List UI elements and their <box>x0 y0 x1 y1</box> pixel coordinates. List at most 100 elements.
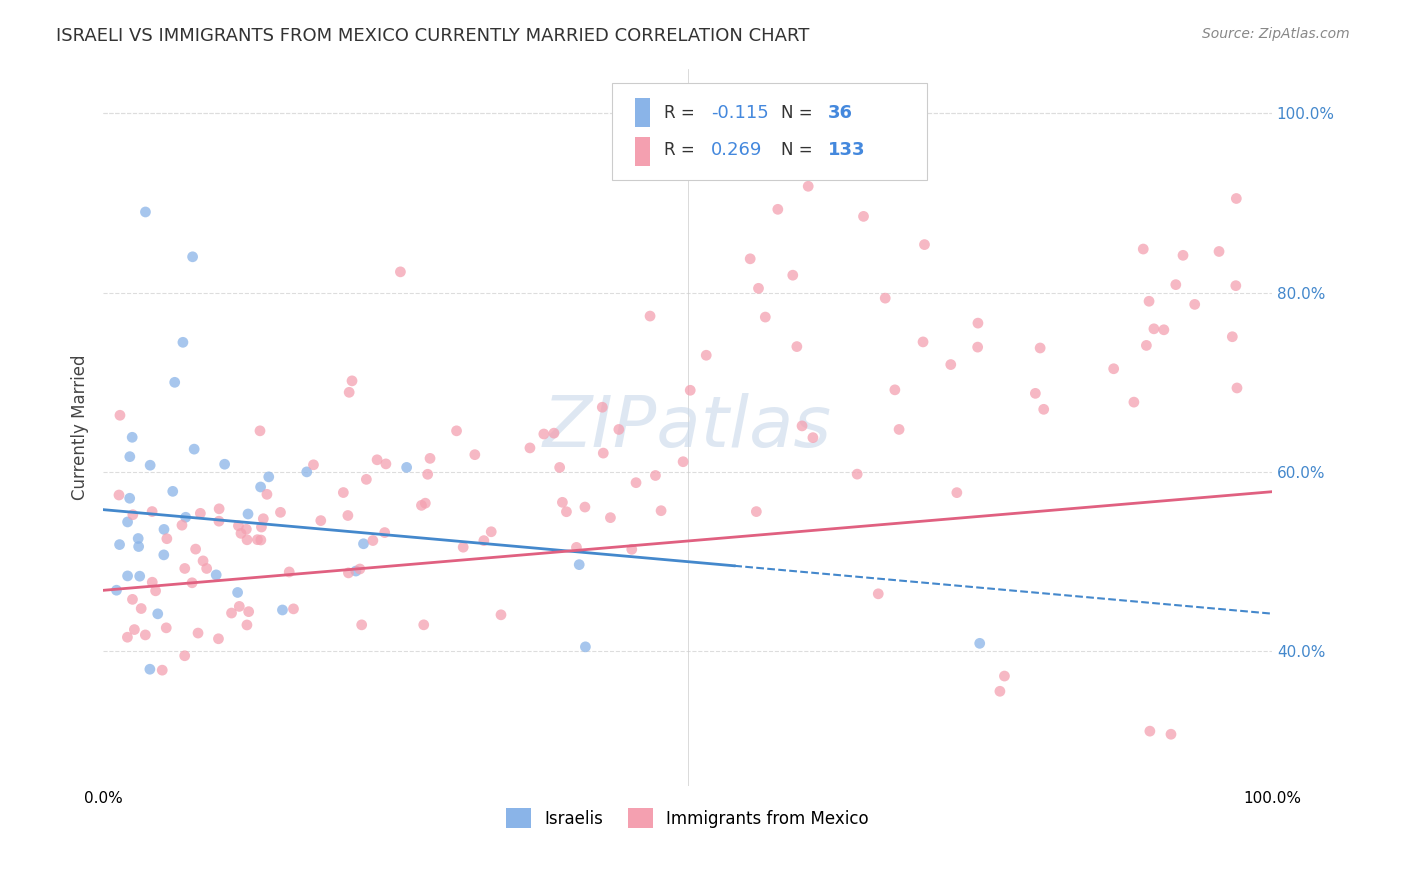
Text: 36: 36 <box>828 104 853 122</box>
Point <box>118 491 141 506</box>
Text: R =: R = <box>664 141 700 160</box>
Point <box>238 605 260 619</box>
Point <box>607 422 630 436</box>
Text: 0.269: 0.269 <box>711 141 762 160</box>
Point <box>1122 395 1144 409</box>
Point <box>672 455 695 469</box>
Point <box>1139 724 1161 739</box>
Point <box>446 424 468 438</box>
Point <box>914 237 936 252</box>
Point <box>912 334 935 349</box>
Point <box>236 507 259 521</box>
Point <box>591 401 613 415</box>
Point <box>395 460 418 475</box>
Point <box>236 533 259 547</box>
Point <box>416 467 439 482</box>
Point <box>139 662 162 676</box>
Point <box>235 522 257 536</box>
Point <box>993 669 1015 683</box>
Point <box>875 291 897 305</box>
Point <box>1225 278 1247 293</box>
Point <box>1171 248 1194 262</box>
Point <box>1102 361 1125 376</box>
Point <box>226 585 249 599</box>
Y-axis label: Currently Married: Currently Married <box>72 354 89 500</box>
Point <box>332 485 354 500</box>
Point <box>350 618 373 632</box>
Point <box>1143 322 1166 336</box>
Point <box>353 537 375 551</box>
Point <box>1160 727 1182 741</box>
Point <box>250 520 273 534</box>
Point <box>108 538 131 552</box>
Point <box>183 442 205 457</box>
Point <box>117 569 139 583</box>
Point <box>887 422 910 436</box>
Point <box>565 541 588 555</box>
Point <box>846 467 869 482</box>
Point <box>638 309 661 323</box>
Point <box>620 542 643 557</box>
Point <box>141 504 163 518</box>
Point <box>117 630 139 644</box>
Point <box>228 518 250 533</box>
Point <box>229 526 252 541</box>
Point <box>340 374 363 388</box>
Point <box>939 358 962 372</box>
Point <box>246 533 269 547</box>
Point <box>519 441 541 455</box>
Point <box>344 564 367 578</box>
Point <box>208 514 231 528</box>
Point <box>336 508 359 523</box>
Point <box>195 561 218 575</box>
Point <box>695 348 717 362</box>
Point <box>117 515 139 529</box>
Text: ZIPatlas: ZIPatlas <box>543 392 832 462</box>
Point <box>162 484 184 499</box>
Point <box>988 684 1011 698</box>
Point <box>271 603 294 617</box>
Point <box>128 540 150 554</box>
Point <box>121 592 143 607</box>
Point <box>1029 341 1052 355</box>
Point <box>124 623 146 637</box>
Point <box>249 480 271 494</box>
Point <box>172 335 194 350</box>
Point <box>451 540 474 554</box>
Point <box>801 431 824 445</box>
Point <box>181 250 204 264</box>
Text: N =: N = <box>780 141 818 160</box>
Point <box>797 179 820 194</box>
Point <box>366 452 388 467</box>
Point <box>187 626 209 640</box>
Point <box>1132 242 1154 256</box>
Point <box>786 340 808 354</box>
Point <box>740 252 762 266</box>
Point <box>278 565 301 579</box>
Point <box>574 640 596 654</box>
Point <box>548 460 571 475</box>
Text: ISRAELI VS IMMIGRANTS FROM MEXICO CURRENTLY MARRIED CORRELATION CHART: ISRAELI VS IMMIGRANTS FROM MEXICO CURREN… <box>56 27 810 45</box>
Point <box>415 496 437 510</box>
Point <box>249 424 271 438</box>
Text: N =: N = <box>780 104 818 122</box>
Point <box>141 575 163 590</box>
Point <box>191 554 214 568</box>
Point <box>127 532 149 546</box>
Point <box>173 561 195 575</box>
Point <box>163 376 186 390</box>
Point <box>156 532 179 546</box>
Bar <box>636 137 650 166</box>
Point <box>754 310 776 324</box>
Point <box>555 505 578 519</box>
Point <box>256 487 278 501</box>
Point <box>868 587 890 601</box>
Point <box>568 558 591 572</box>
Point <box>1225 192 1247 206</box>
Point <box>152 548 174 562</box>
Text: R =: R = <box>664 104 700 122</box>
Text: -0.115: -0.115 <box>711 104 769 122</box>
Point <box>412 617 434 632</box>
Point <box>1208 244 1230 259</box>
Point <box>128 569 150 583</box>
